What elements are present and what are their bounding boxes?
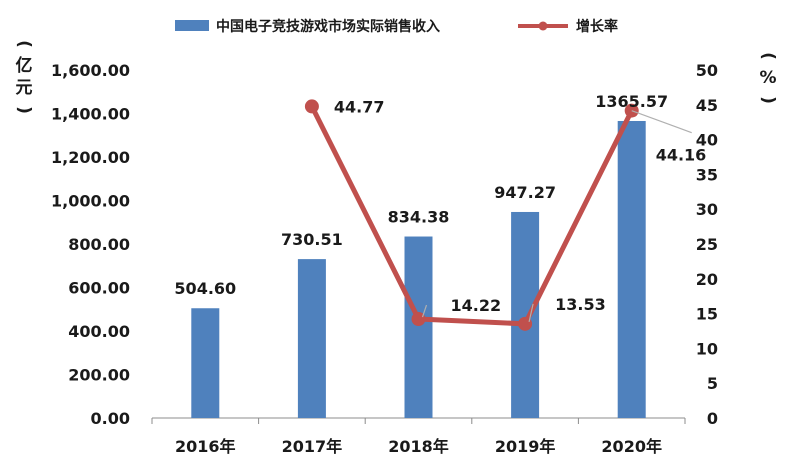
axis-title-char: ) bbox=[758, 96, 778, 104]
x-tick-label: 2019年 bbox=[495, 437, 556, 456]
legend-bar-swatch bbox=[175, 20, 209, 31]
bar-value-label: 1365.57 bbox=[595, 92, 668, 111]
y2-axis-title: (%) bbox=[758, 52, 778, 104]
y2-tick-label: 35 bbox=[696, 165, 718, 184]
bar bbox=[404, 236, 433, 418]
axis-title-char: % bbox=[759, 68, 776, 88]
legend-bar-label: 中国电子竞技游戏市场实际销售收入 bbox=[216, 18, 440, 35]
bar bbox=[191, 308, 220, 418]
y-axis-title: ( 亿元) bbox=[14, 40, 34, 114]
y-tick-label: 0.00 bbox=[91, 409, 130, 428]
growth-line bbox=[309, 105, 634, 327]
line-marker bbox=[304, 99, 319, 114]
line-value-label: 44.16 bbox=[656, 146, 707, 165]
bar-value-label: 947.27 bbox=[494, 183, 556, 202]
y-tick-label: 1,000.00 bbox=[51, 192, 130, 211]
y-tick-label: 400.00 bbox=[68, 322, 130, 341]
bar bbox=[511, 211, 540, 418]
legend: 中国电子竞技游戏市场实际销售收入 增长率 bbox=[175, 18, 618, 35]
y-tick-label: 1,400.00 bbox=[51, 105, 130, 124]
y2-tick-label: 5 bbox=[707, 374, 718, 393]
y-tick-label: 600.00 bbox=[68, 279, 130, 298]
axis-title-char: ( bbox=[758, 52, 778, 60]
y2-tick-label: 50 bbox=[696, 61, 718, 80]
y2-tick-label: 15 bbox=[696, 305, 718, 324]
x-tick-label: 2020年 bbox=[601, 437, 662, 456]
axis-title-char: ) bbox=[14, 106, 34, 114]
y2-tick-label: 0 bbox=[707, 409, 718, 428]
label-leader-line bbox=[528, 303, 534, 322]
axis-title-char: 亿 bbox=[16, 55, 33, 76]
x-tick-label: 2017年 bbox=[282, 437, 343, 456]
data-labels: 504.60 730.51 834.38 947.27 1365.57 44.77 14.2… bbox=[174, 92, 706, 322]
y2-tick-label: 20 bbox=[696, 270, 718, 289]
line-value-label: 13.53 bbox=[555, 295, 606, 314]
line-marker bbox=[518, 316, 533, 331]
y2-tick-label: 45 bbox=[696, 96, 718, 115]
axes: 0.00 200.00 400.00 600.00 800.00 1,000.00 1,20… bbox=[14, 40, 778, 456]
y-tick-label: 1,600.00 bbox=[51, 61, 130, 80]
bar-series bbox=[191, 120, 646, 418]
line-marker bbox=[411, 312, 426, 327]
y2-tick-label: 30 bbox=[696, 200, 718, 219]
y-tick-label: 200.00 bbox=[68, 366, 130, 385]
y2-tick-label: 40 bbox=[696, 131, 718, 150]
bar-value-label: 834.38 bbox=[388, 208, 450, 227]
bar-value-label: 730.51 bbox=[281, 230, 343, 249]
y-tick-label: 800.00 bbox=[68, 235, 130, 254]
y-tick-label: 1,200.00 bbox=[51, 148, 130, 167]
label-leader-line bbox=[631, 110, 692, 134]
x-tick-label: 2016年 bbox=[175, 437, 236, 456]
bar-value-label: 504.60 bbox=[174, 279, 236, 298]
legend-line-label: 增长率 bbox=[576, 18, 618, 35]
legend-line-marker bbox=[538, 21, 548, 31]
bar bbox=[617, 120, 646, 418]
x-tick-label: 2018年 bbox=[388, 437, 449, 456]
bar bbox=[297, 259, 326, 418]
axis-title-char: ( bbox=[14, 40, 34, 48]
y2-tick-label: 25 bbox=[696, 235, 718, 254]
axis-title-char: 元 bbox=[16, 78, 33, 98]
line-value-label: 44.77 bbox=[334, 97, 385, 116]
y2-tick-label: 10 bbox=[696, 339, 718, 358]
label-leader-line bbox=[421, 304, 428, 318]
line-value-label: 14.22 bbox=[451, 296, 502, 315]
